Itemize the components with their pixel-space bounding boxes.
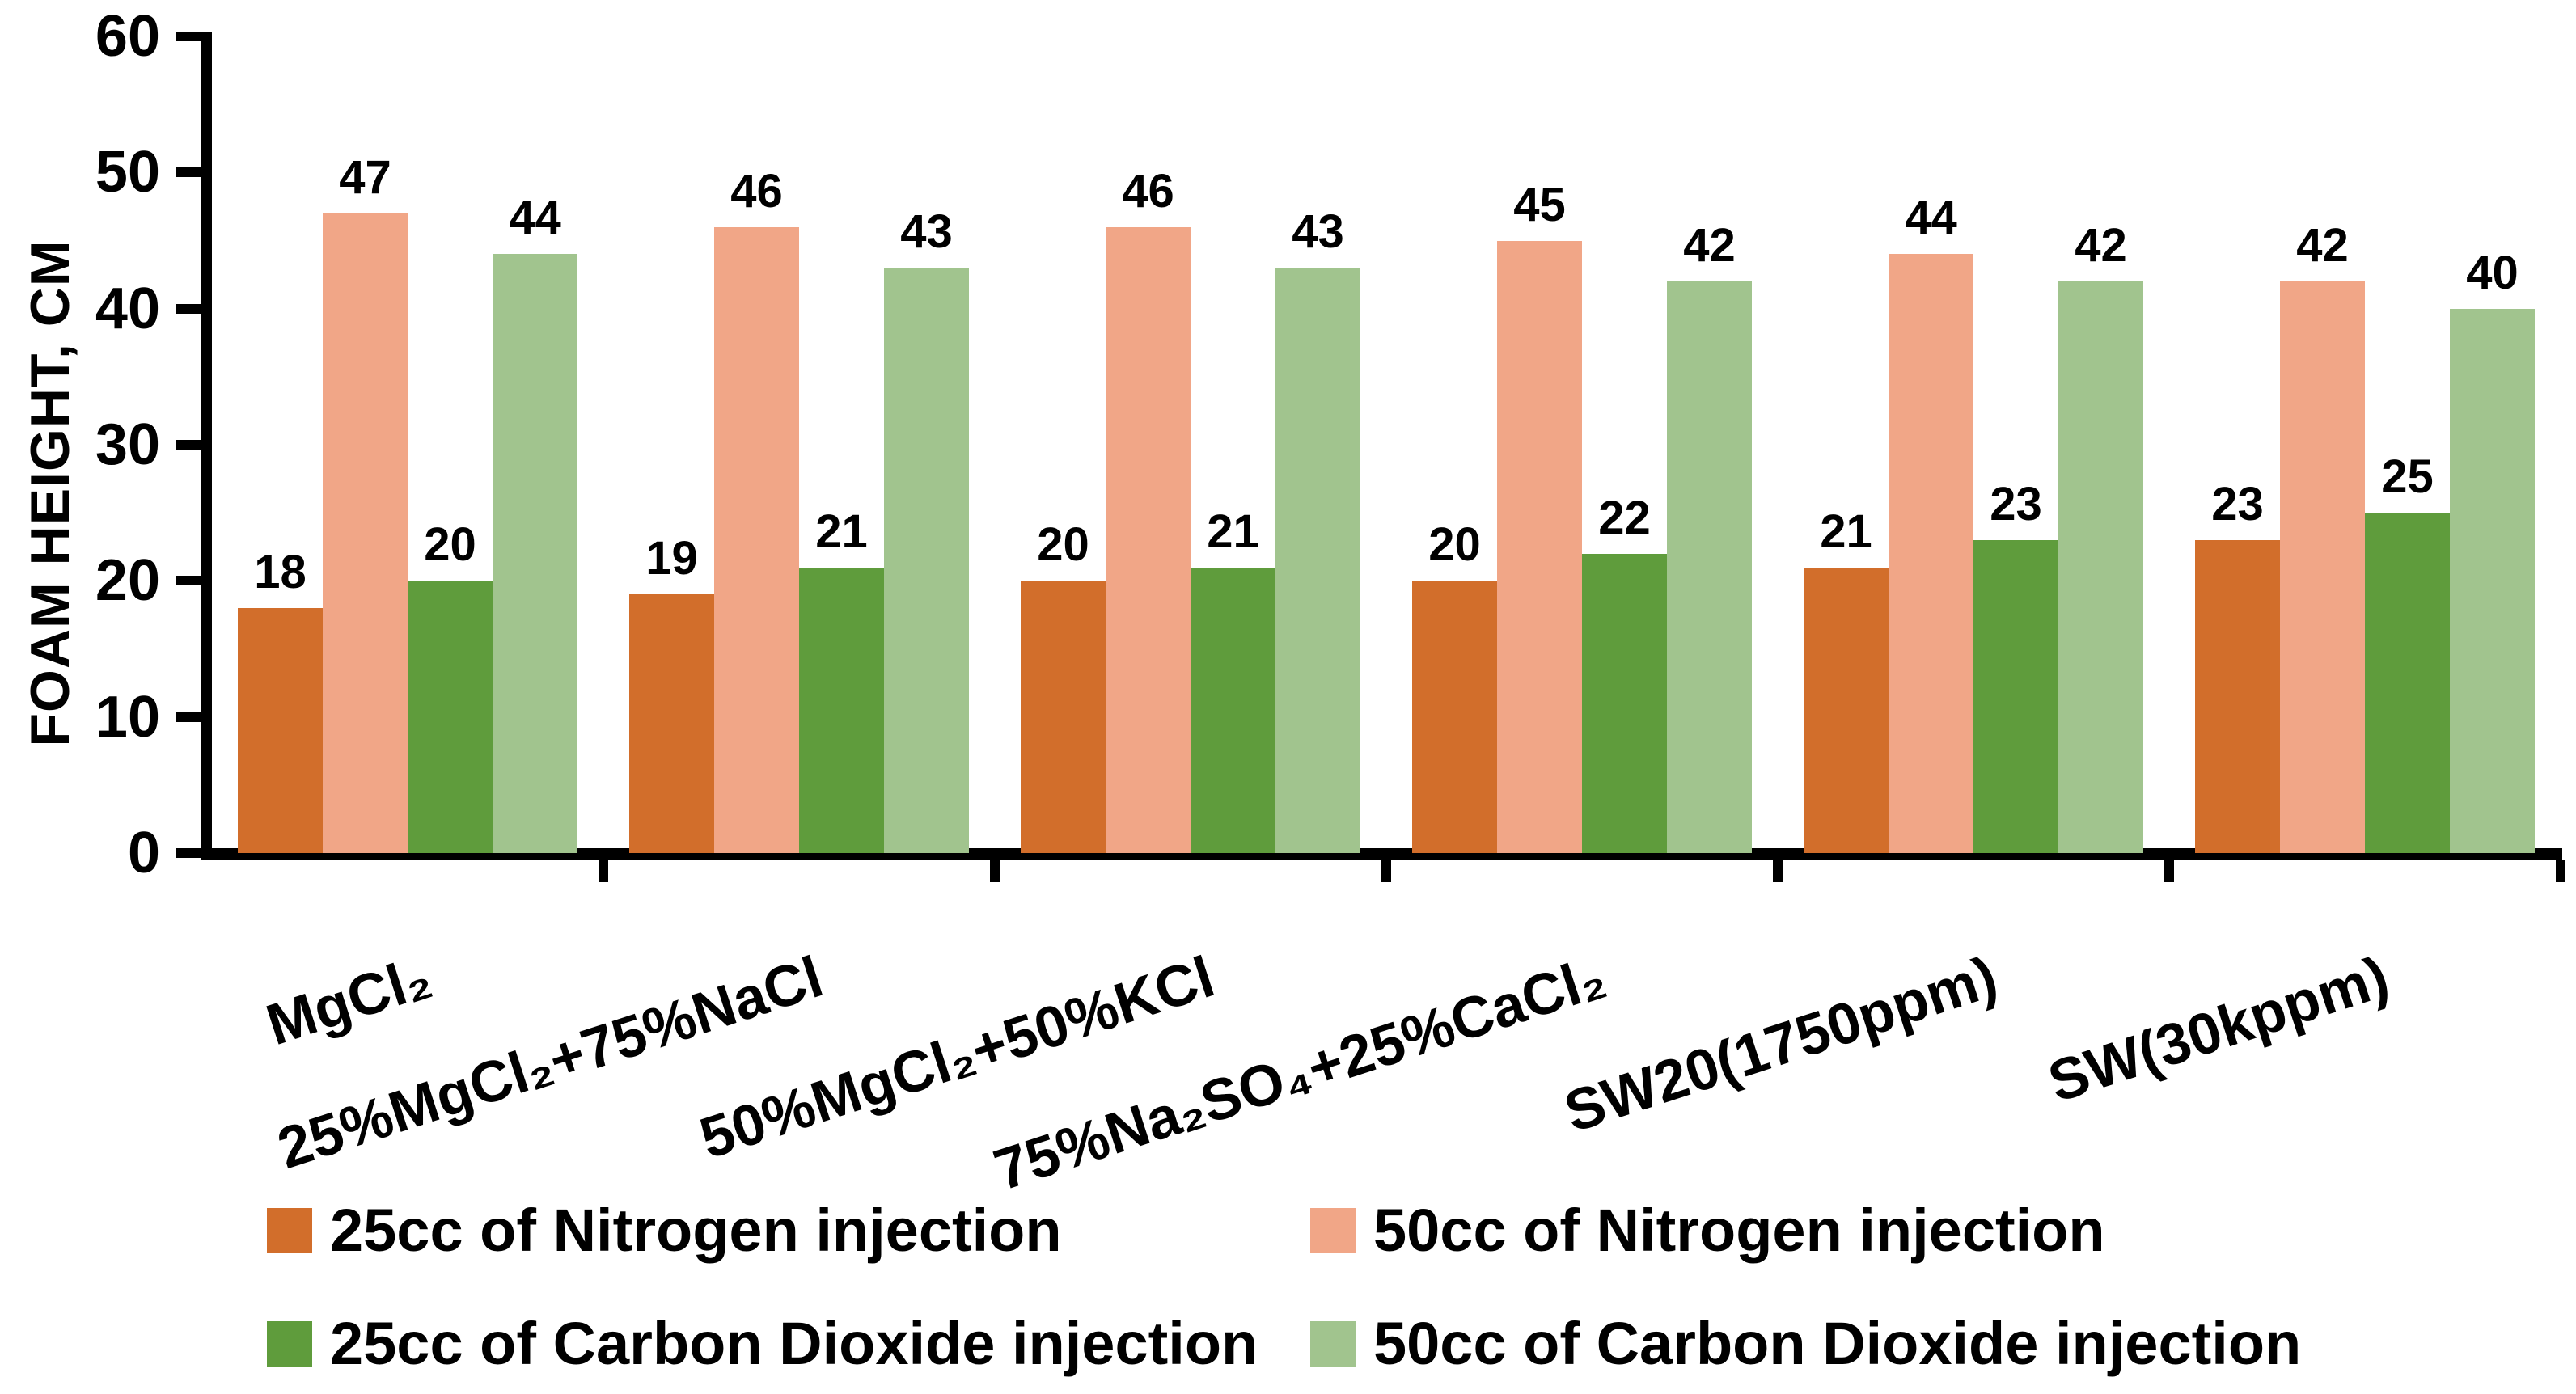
bar (2450, 308, 2535, 853)
legend-swatch (267, 1321, 312, 1367)
legend-swatch (1310, 1321, 1356, 1367)
bar (629, 594, 714, 853)
y-axis-tick (176, 303, 212, 314)
bar-value-label: 20 (1037, 518, 1089, 572)
legend-label: 25cc of Nitrogen injection (330, 1197, 1062, 1264)
x-axis-tick (2164, 860, 2174, 882)
bar (1973, 539, 2058, 853)
bar-value-label: 42 (2075, 219, 2127, 272)
bar (1275, 268, 1360, 853)
bar-value-label: 21 (815, 505, 868, 558)
x-axis-tick (990, 860, 1000, 882)
y-axis-tick (176, 32, 212, 41)
bar-value-label: 23 (2211, 477, 2264, 530)
y-tick-label: 20 (95, 548, 160, 614)
y-tick-label: 10 (95, 684, 160, 750)
bar-value-label: 20 (424, 518, 476, 572)
bar (714, 226, 799, 853)
legend-label: 50cc of Carbon Dioxide injection (1373, 1310, 2302, 1377)
bar (1804, 567, 1889, 853)
bar (1582, 553, 1667, 853)
legend-item: 25cc of Carbon Dioxide injection (267, 1312, 1258, 1376)
bar (1191, 567, 1275, 853)
bar (2058, 281, 2143, 853)
bar-value-label: 18 (254, 546, 307, 598)
bar-value-label: 42 (1683, 219, 1736, 272)
bar-value-label: 42 (2296, 219, 2349, 272)
bar (1667, 281, 1752, 853)
bar (884, 268, 969, 853)
bar (1497, 240, 1582, 853)
bar-value-label: 43 (900, 205, 953, 259)
y-tick-label: 0 (127, 821, 160, 885)
y-axis-tick (176, 440, 212, 450)
bar (493, 254, 577, 853)
bar (238, 608, 323, 853)
bar-value-label: 21 (1207, 505, 1259, 558)
bar-value-label: 22 (1598, 491, 1651, 544)
y-tick-label: 60 (95, 4, 160, 69)
bar-value-label: 40 (2466, 246, 2519, 299)
y-axis-tick (176, 167, 212, 178)
legend-item: 50cc of Carbon Dioxide injection (1310, 1312, 2301, 1376)
bar (323, 213, 408, 853)
bar (2280, 281, 2365, 853)
legend-label: 25cc of Carbon Dioxide injection (330, 1310, 1258, 1377)
bar-value-label: 45 (1513, 178, 1566, 231)
bar-value-label: 46 (730, 164, 783, 218)
bar-value-label: 21 (1820, 505, 1872, 558)
x-axis-tick (1381, 860, 1391, 882)
bar-value-label: 43 (1292, 205, 1344, 259)
bar-value-label: 47 (339, 150, 391, 204)
bar (1889, 254, 1973, 853)
y-tick-label: 40 (95, 276, 160, 341)
bar-value-label: 23 (1990, 477, 2042, 530)
bar (2195, 539, 2280, 853)
legend-swatch (267, 1208, 312, 1253)
bar (1412, 581, 1497, 853)
bar-value-label: 44 (509, 192, 561, 245)
bar (2365, 513, 2450, 853)
bar-value-label: 19 (645, 532, 698, 585)
bar (408, 581, 493, 853)
legend-item: 50cc of Nitrogen injection (1310, 1198, 2105, 1263)
legend-swatch (1310, 1208, 1356, 1253)
x-axis-tick (2556, 860, 2565, 882)
bar (799, 567, 884, 853)
bar (1106, 226, 1191, 853)
x-axis-tick (1773, 860, 1783, 882)
bar-value-label: 20 (1428, 518, 1481, 572)
bar-value-label: 25 (2381, 450, 2434, 504)
bar (1021, 581, 1106, 853)
bar-value-label: 44 (1905, 192, 1957, 245)
x-axis-tick (599, 860, 608, 882)
legend-label: 50cc of Nitrogen injection (1373, 1197, 2105, 1264)
y-axis-tick (176, 712, 212, 722)
bar-value-label: 46 (1122, 164, 1174, 218)
y-tick-label: 30 (95, 412, 160, 477)
y-axis-tick (176, 576, 212, 586)
legend-item: 25cc of Nitrogen injection (267, 1198, 1062, 1263)
y-tick-label: 50 (95, 140, 160, 205)
